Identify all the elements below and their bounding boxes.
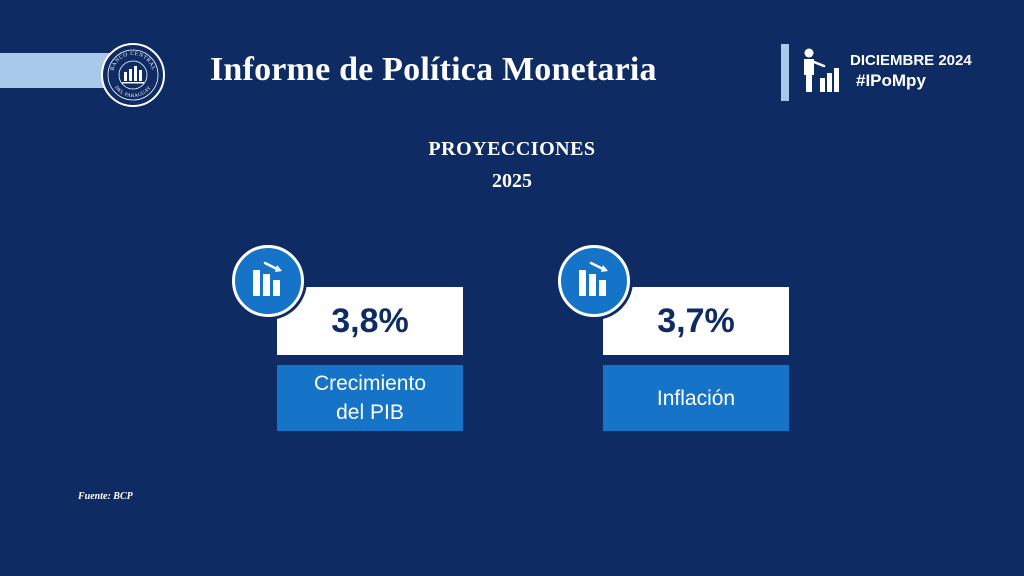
section-title: PROYECCIONES <box>428 138 596 160</box>
section-year: 2025 <box>492 170 532 192</box>
bar-chart-icon <box>558 245 630 317</box>
header-divider <box>781 44 789 101</box>
projection-label-text: Crecimiento del PIB <box>313 372 427 424</box>
projection-label: Crecimiento del PIB <box>277 365 463 431</box>
projection-label: Inflación <box>603 365 789 431</box>
projection-value-text: 3,8% <box>331 301 409 340</box>
presenter-chart-icon <box>800 48 840 99</box>
bank-seal-logo: BANCO CENTRAL DEL PARAGUAY <box>101 43 165 107</box>
report-hashtag: #IPoMpy <box>856 71 926 90</box>
report-title: Informe de Política Monetaria <box>210 51 657 88</box>
report-date: DICIEMBRE 2024 <box>850 52 972 69</box>
svg-text:DEL PARAGUAY: DEL PARAGUAY <box>113 86 153 100</box>
projection-value: 3,7% <box>603 287 789 355</box>
projection-card-inflation: 3,7% Inflación <box>558 245 789 435</box>
projection-value: 3,8% <box>277 287 463 355</box>
bar-chart-icon <box>232 245 304 317</box>
projection-card-gdp: 3,8% Crecimiento del PIB <box>232 245 463 435</box>
projection-value-text: 3,7% <box>657 301 735 340</box>
bank-seal-icon: BANCO CENTRAL DEL PARAGUAY <box>107 49 159 101</box>
source-note: Fuente: BCP <box>78 491 133 502</box>
projection-label-text: Inflación <box>656 386 736 410</box>
